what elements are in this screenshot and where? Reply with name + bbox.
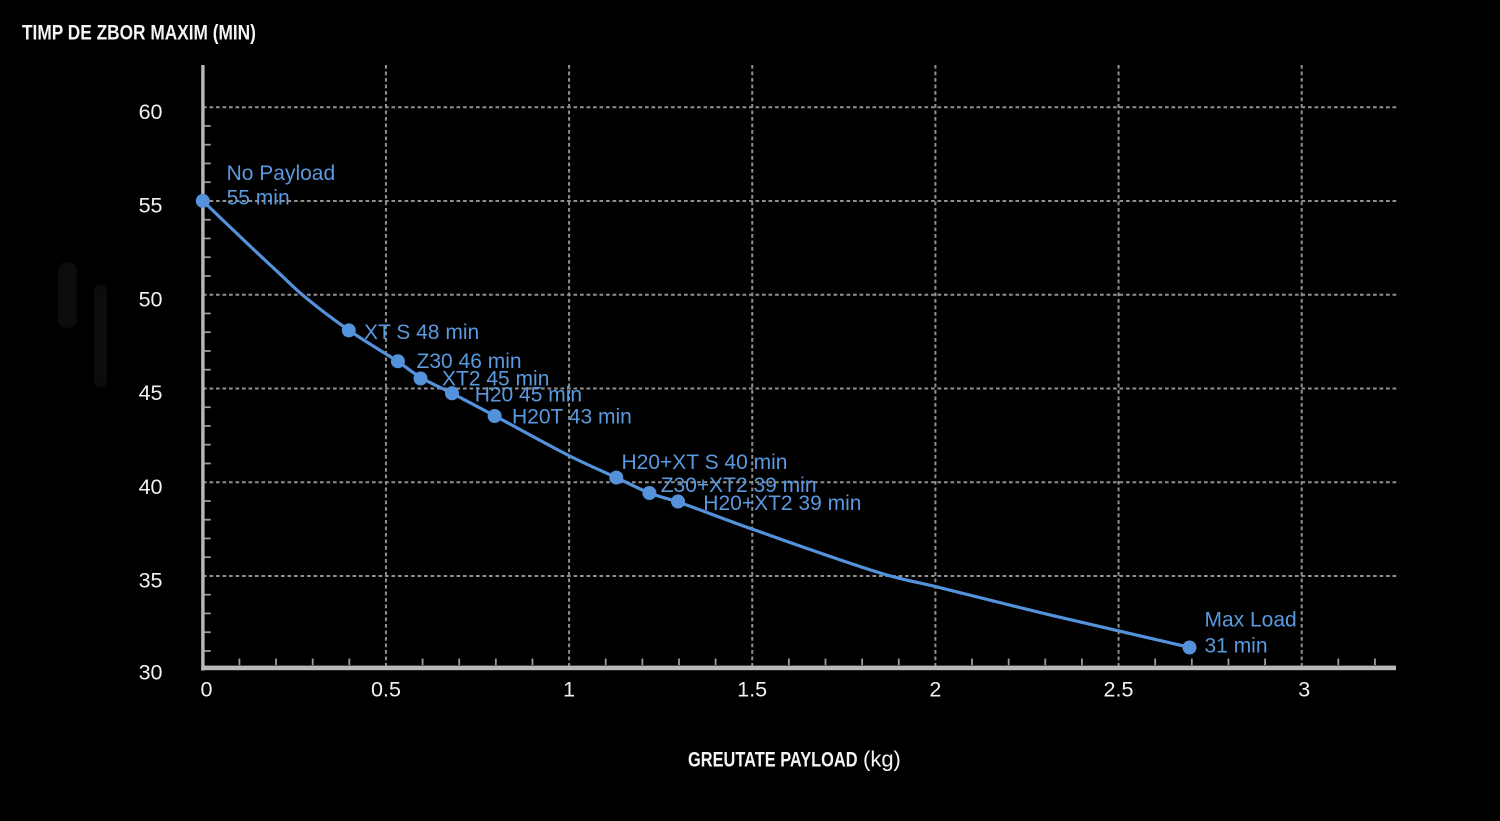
svg-text:1: 1	[563, 677, 575, 701]
svg-text:2.5: 2.5	[1104, 677, 1134, 701]
svg-text:60: 60	[139, 100, 163, 124]
svg-text:0: 0	[201, 677, 213, 701]
svg-text:XT S 48 min: XT S 48 min	[364, 321, 479, 344]
svg-text:H20+XT2 39 min: H20+XT2 39 min	[703, 492, 861, 515]
svg-text:XT2 45 min: XT2 45 min	[442, 368, 549, 391]
svg-text:Z30+XT2 39 min: Z30+XT2 39 min	[661, 474, 817, 497]
svg-text:30: 30	[139, 661, 163, 685]
svg-text:0.5: 0.5	[371, 677, 401, 701]
svg-text:55 min: 55 min	[227, 187, 290, 210]
svg-text:2: 2	[929, 677, 941, 701]
svg-text:Max Load: Max Load	[1205, 609, 1297, 632]
svg-text:45: 45	[139, 381, 163, 405]
svg-text:Z30 46 min: Z30 46 min	[417, 350, 522, 373]
svg-text:No Payload: No Payload	[227, 162, 336, 185]
svg-text:H20T 43 min: H20T 43 min	[512, 405, 632, 428]
svg-text:3: 3	[1298, 677, 1310, 701]
svg-text:50: 50	[139, 287, 163, 311]
svg-text:H20+XT S 40 min: H20+XT S 40 min	[622, 451, 788, 474]
svg-text:1.5: 1.5	[737, 677, 767, 701]
svg-text:H20 45 min: H20 45 min	[475, 384, 582, 407]
svg-text:TIMP DE ZBOR MAXIM (MIN): TIMP DE ZBOR MAXIM (MIN)	[22, 21, 256, 45]
svg-text:GREUTATE PAYLOAD: GREUTATE PAYLOAD	[688, 748, 858, 771]
svg-text:55: 55	[139, 194, 163, 218]
svg-text:40: 40	[139, 475, 163, 499]
svg-text:35: 35	[139, 569, 163, 593]
svg-text:31 min: 31 min	[1205, 635, 1268, 658]
svg-text:(kg): (kg)	[863, 747, 901, 772]
